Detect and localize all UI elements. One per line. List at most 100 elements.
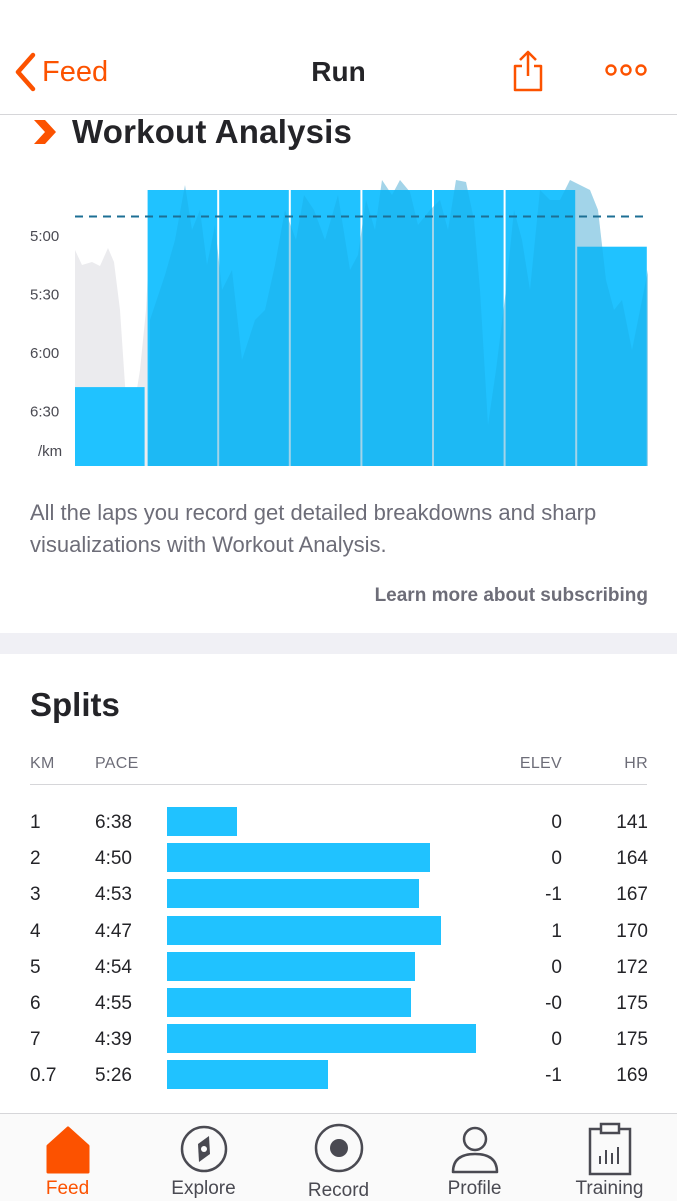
chevron-right-bold-icon [34,120,56,144]
split-hr: 169 [616,1065,648,1087]
tab-feed[interactable]: Feed [0,1114,135,1201]
y-tick-label: 5:00 [30,228,59,245]
split-km: 2 [30,848,41,870]
compass-icon [180,1125,227,1173]
split-pace-bar [167,879,419,909]
tab-label-record: Record [307,1180,370,1201]
split-pace-bar [167,1024,476,1054]
clipboard-icon [588,1122,631,1176]
split-hr: 141 [616,812,648,833]
pace-trace [75,180,648,466]
split-hr: 167 [616,884,648,906]
split-km: 7 [30,1029,41,1051]
lap-bar [434,190,504,466]
splits-title: Splits [30,686,120,723]
tab-record[interactable]: Record [271,1114,406,1201]
split-km: 1 [30,812,41,833]
tab-label-training: Training [575,1178,644,1199]
lap-bar [577,246,647,466]
section-divider [0,633,677,654]
split-row: 5 4:54 0 172 [0,951,677,987]
split-pace: 4:39 [95,1029,132,1051]
workout-analysis-description: All the laps you record get detailed bre… [30,500,597,557]
split-pace: 4:53 [95,884,132,906]
header-rule [30,784,647,785]
split-km: 3 [30,884,41,906]
split-elev: 0 [551,956,562,978]
split-elev: 1 [551,920,562,942]
split-km: 6 [30,993,41,1014]
lap-bar [219,190,289,466]
tab-label-feed: Feed [45,1178,90,1199]
tab-label-explore: Explore [171,1178,236,1199]
split-pace: 6:38 [95,812,132,833]
column-header-elev: ELEV [519,755,562,772]
learn-more-link[interactable]: Learn more about subscribing [374,585,648,606]
split-elev: -1 [545,1065,562,1087]
column-header-pace: PACE [95,755,139,772]
split-pace-bar [167,951,415,981]
y-tick-label: 6:30 [30,404,59,421]
y-axis-unit: /km [38,443,62,460]
back-button[interactable]: Feed [14,52,108,92]
nav-header: Feed Run [0,0,677,115]
split-pace: 4:50 [95,848,132,870]
split-pace: 4:47 [95,920,132,942]
lap-bar [147,190,218,466]
split-row: 1 6:38 0 141 [0,806,677,842]
split-pace-bar [167,843,430,873]
chevron-left-icon [15,52,36,92]
workout-analysis-header: Workout Analysis [32,113,352,151]
y-tick-label: 5:30 [30,287,59,304]
split-elev: 0 [551,812,562,833]
split-row: 2 4:50 0 164 [0,842,677,878]
split-pace-bar [167,915,441,945]
lap-bar [505,190,576,466]
share-button[interactable] [510,48,546,99]
split-hr: 172 [616,956,648,978]
split-km: 4 [30,920,41,942]
split-hr: 175 [616,993,648,1014]
split-hr: 164 [616,848,648,870]
split-row: 0.7 5:26 -1 169 [0,1059,677,1095]
split-hr: 175 [616,1029,648,1051]
tab-profile[interactable]: Profile [407,1114,542,1201]
more-icon [605,64,647,76]
split-hr: 170 [616,920,648,942]
split-pace-bar [167,988,411,1017]
y-tick-label: 6:00 [30,345,59,362]
split-pace: 4:55 [95,993,132,1014]
split-row: 3 4:53 -1 167 [0,878,677,914]
split-row: 7 4:39 0 175 [0,1023,677,1059]
pace-trace-overlay [148,180,648,466]
split-elev: -0 [545,993,562,1014]
tab-label-profile: Profile [447,1178,502,1199]
lap-bar [75,387,145,466]
home-icon [46,1126,89,1174]
tab-explore[interactable]: Explore [136,1114,271,1201]
column-header-hr: HR [624,755,648,772]
split-pace: 5:26 [95,1065,132,1087]
more-button[interactable] [604,62,648,83]
workout-analysis-title: Workout Analysis [72,113,353,150]
workout-analysis-chart: 5:00 5:30 6:00 6:30 /km [30,180,648,466]
split-pace-bar [167,1060,328,1090]
page-title: Run [311,56,366,87]
split-elev: 0 [551,1029,562,1051]
split-km: 0.7 [30,1065,57,1087]
lap-bar [290,190,361,466]
record-icon [314,1123,363,1173]
column-header-km: KM [30,755,55,772]
split-row: 4 4:47 1 170 [0,915,677,951]
person-icon [451,1126,498,1174]
share-icon [513,50,543,92]
tab-training[interactable]: Training [542,1114,677,1201]
split-row: 6 4:55 -0 175 [0,987,677,1023]
back-label: Feed [42,55,109,88]
tab-bar: Feed Explore Record Profile T [0,1113,677,1201]
split-elev: 0 [551,848,562,870]
lap-bar [362,190,432,466]
split-elev: -1 [545,884,562,906]
split-pace-bar [167,807,237,836]
split-km: 5 [30,956,41,978]
